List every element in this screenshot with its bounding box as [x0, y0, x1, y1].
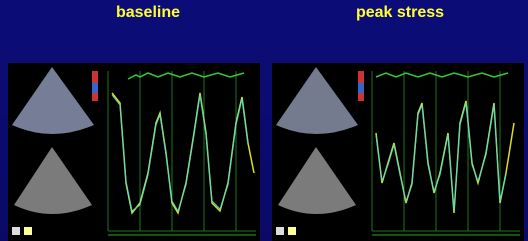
echo-image: [272, 63, 524, 241]
echo-image: [8, 63, 260, 241]
panel-title: peak stress: [290, 4, 510, 22]
panel-title: baseline: [38, 4, 258, 22]
slide: baseline peak stress: [0, 0, 528, 241]
